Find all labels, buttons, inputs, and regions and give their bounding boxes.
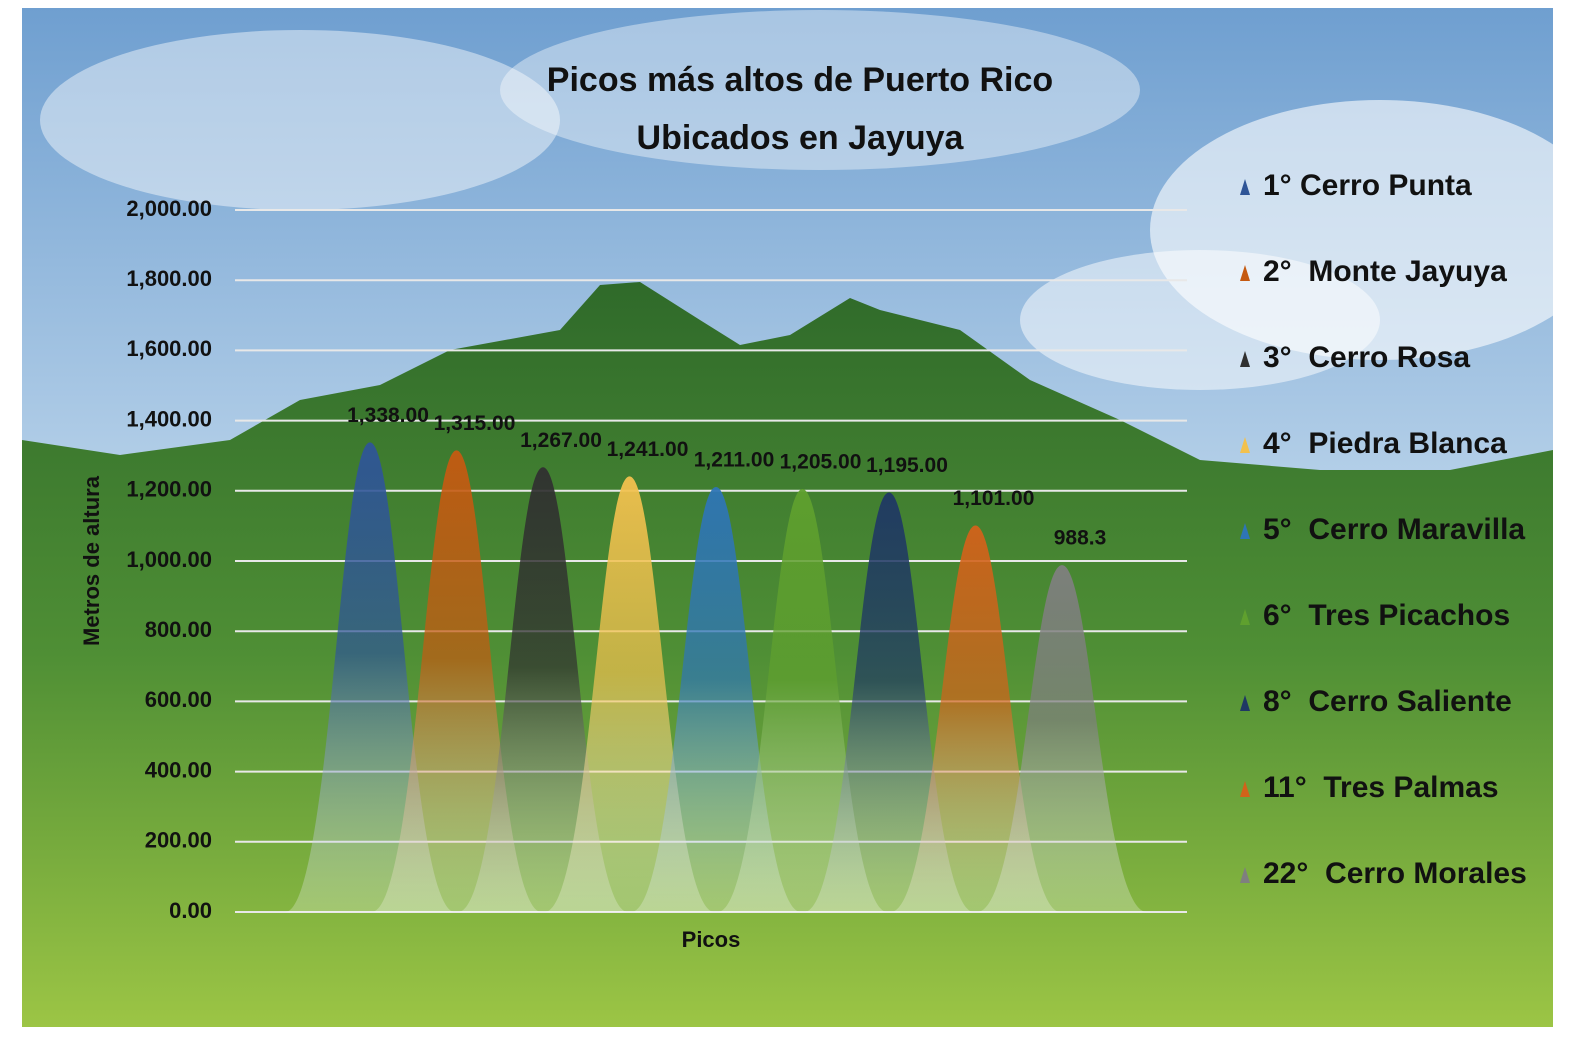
legend-label: 2° Monte Jayuya [1263, 255, 1507, 288]
data-label: 1,241.00 [607, 438, 689, 461]
legend-label: 8° Cerro Saliente [1263, 685, 1512, 718]
legend-swatch [1240, 781, 1250, 797]
data-label: 1,101.00 [953, 487, 1035, 510]
legend-label: 22° Cerro Morales [1263, 857, 1527, 890]
legend-label: 11° Tres Palmas [1263, 771, 1499, 804]
legend-swatch [1240, 867, 1250, 883]
legend-swatch [1240, 695, 1250, 711]
x-axis-label: Picos [682, 927, 741, 952]
y-tick-label: 2,000.00 [126, 196, 212, 221]
legend-label: 3° Cerro Rosa [1263, 341, 1470, 374]
y-tick-label: 1,600.00 [126, 336, 212, 361]
chart-subtitle: Ubicados en Jayuya [637, 119, 965, 157]
legend-label: 4° Piedra Blanca [1263, 427, 1507, 460]
legend-swatch [1240, 179, 1250, 195]
legend-swatch [1240, 523, 1250, 539]
y-tick-label: 0.00 [169, 898, 212, 923]
legend-label: 6° Tres Picachos [1263, 599, 1510, 632]
peak [977, 565, 1147, 912]
y-tick-label: 1,200.00 [126, 477, 212, 502]
data-label: 1,195.00 [866, 454, 948, 477]
data-label: 988.3 [1054, 527, 1107, 550]
data-label: 1,211.00 [694, 448, 775, 471]
y-tick-label: 1,000.00 [126, 547, 212, 572]
y-tick-label: 1,400.00 [126, 406, 212, 431]
y-axis-label: Metros de altura [79, 475, 104, 646]
legend-swatch [1240, 351, 1250, 367]
y-tick-label: 400.00 [145, 757, 212, 782]
y-tick-label: 1,800.00 [126, 266, 212, 291]
legend-swatch [1240, 265, 1250, 281]
legend-swatch [1240, 437, 1250, 453]
data-label: 1,338.00 [347, 404, 429, 427]
y-tick-label: 200.00 [145, 828, 212, 853]
legend-label: 1° Cerro Punta [1263, 169, 1472, 202]
data-label: 1,267.00 [520, 429, 602, 452]
legend-swatch [1240, 609, 1250, 625]
data-label: 1,205.00 [780, 451, 862, 474]
legend-label: 5° Cerro Maravilla [1263, 513, 1525, 546]
y-tick-label: 600.00 [145, 687, 212, 712]
data-label: 1,315.00 [434, 412, 516, 435]
chart-title: Picos más altos de Puerto Rico [547, 61, 1053, 99]
y-tick-label: 800.00 [145, 617, 212, 642]
